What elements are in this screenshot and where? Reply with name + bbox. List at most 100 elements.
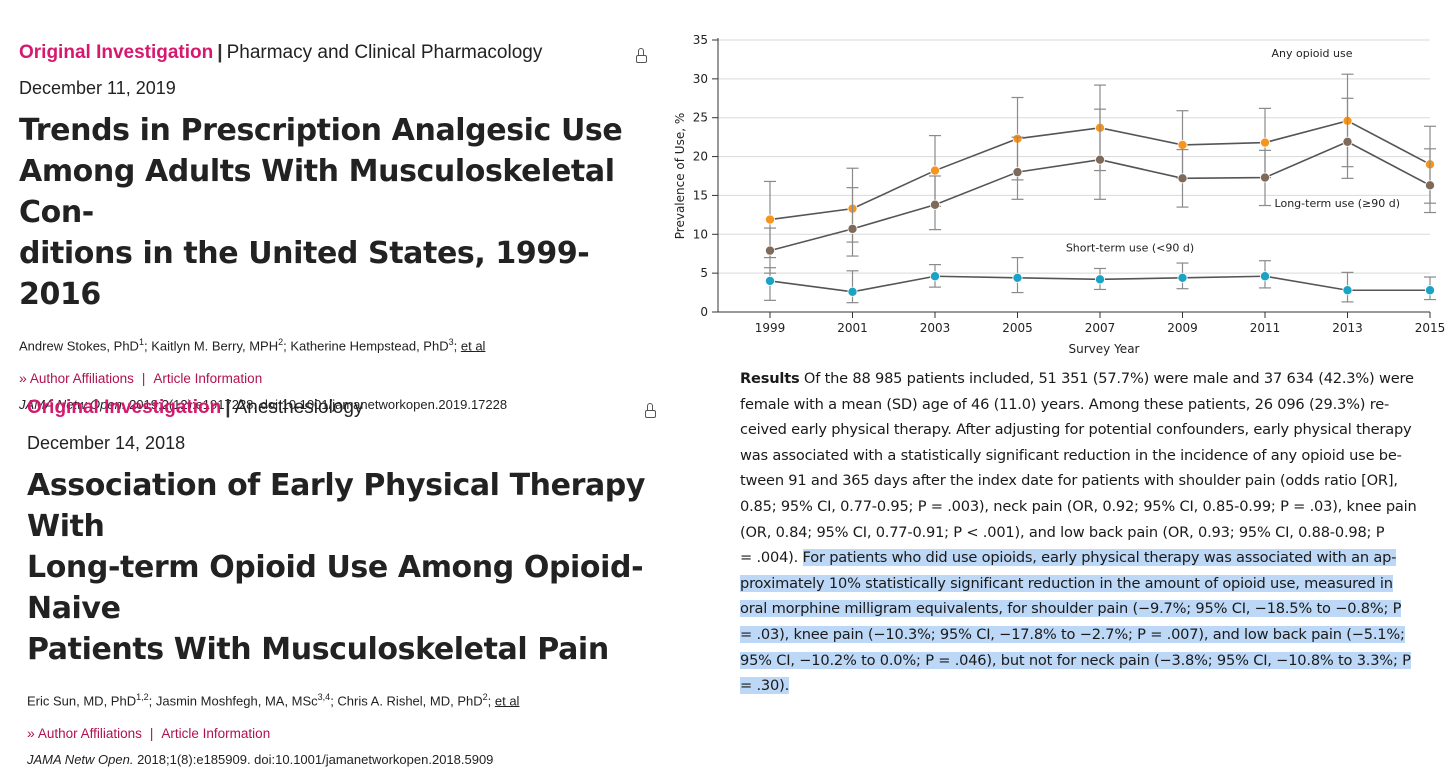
data-point bbox=[1260, 137, 1271, 148]
y-tick-label: 15 bbox=[693, 188, 708, 202]
data-point bbox=[765, 214, 776, 225]
article-date: December 14, 2018 bbox=[27, 433, 186, 453]
y-tick-label: 10 bbox=[693, 227, 708, 241]
selected-text[interactable]: = .03), knee pain (−10.3%; 95% CI, −17.8… bbox=[740, 625, 1405, 643]
article-information-link[interactable]: Article Information bbox=[153, 371, 263, 387]
article-title-line: Patients With Musculoskeletal Pain bbox=[27, 632, 609, 667]
link-separator: | bbox=[149, 726, 154, 742]
x-tick-label: 2015 bbox=[1415, 321, 1446, 335]
results-line: = .004). For patients who did use opioid… bbox=[740, 545, 1396, 571]
selected-text[interactable]: For patients who did use opioids, early … bbox=[802, 549, 1397, 567]
article-links: » Author Affiliations | Article Informatio… bbox=[19, 369, 669, 388]
citation-doi: 2019;2(12):e1917228. doi:10.1001/jamanet… bbox=[129, 397, 508, 413]
et-al-link[interactable]: et al bbox=[494, 693, 520, 709]
x-tick-label: 2013 bbox=[1332, 321, 1363, 335]
results-line: = .03), knee pain (−10.3%; 95% CI, −17.8… bbox=[740, 622, 1405, 648]
selected-text[interactable]: = .30). bbox=[740, 677, 790, 695]
results-line: Results Of the 88 985 patients included,… bbox=[740, 366, 1414, 392]
results-line: 95% CI, −10.2% to 0.0%; P = .046), but n… bbox=[740, 648, 1411, 674]
results-heading: Results bbox=[740, 370, 800, 387]
x-tick-label: 1999 bbox=[755, 321, 786, 335]
citation-doi: 2018;1(8):e185909. doi:10.1001/jamanetwo… bbox=[137, 752, 494, 768]
unlocked-lock-icon bbox=[645, 401, 656, 421]
results-line: tween 91 and 365 days after the index da… bbox=[740, 472, 1398, 490]
results-line: (OR, 0.84; 95% CI, 0.77-0.91; P < .001),… bbox=[740, 523, 1385, 541]
author-list: Andrew Stokes, PhD1; Kaitlyn M. Berry, M… bbox=[19, 337, 486, 354]
results-text: = .004). bbox=[740, 549, 803, 567]
article-links: » Author Affiliations | Article Informatio… bbox=[27, 724, 677, 743]
results-paragraph: Results Of the 88 985 patients included,… bbox=[740, 366, 1417, 699]
author-affiliation-sup: 3 bbox=[448, 337, 454, 347]
x-tick-label: 2009 bbox=[1167, 321, 1198, 335]
data-point bbox=[1012, 272, 1023, 283]
article-type-link[interactable]: Original Investigation bbox=[19, 42, 214, 63]
author-name[interactable]: Andrew Stokes, PhD bbox=[19, 338, 139, 354]
author-affiliation-sup: 1 bbox=[138, 337, 144, 347]
article-title-line: Long-term Opioid Use Among Opioid-Naive bbox=[27, 550, 644, 626]
results-line: female with a mean (SD) age of 46 (11.0)… bbox=[740, 395, 1390, 413]
article-kicker: Original Investigation | Pharmacy and Clin… bbox=[19, 40, 669, 66]
author-name[interactable]: Eric Sun, MD, PhD bbox=[27, 693, 137, 709]
citation: JAMA Netw Open. 2019;2(12):e1917228. doi… bbox=[19, 396, 669, 414]
article-subject: Pharmacy and Clinical Pharmacology bbox=[226, 42, 543, 63]
kicker-separator: | bbox=[217, 42, 223, 63]
data-point bbox=[929, 271, 940, 282]
data-point bbox=[765, 245, 776, 256]
data-point bbox=[1425, 180, 1436, 191]
author-list: Eric Sun, MD, PhD1,2; Jasmin Moshfegh, M… bbox=[27, 692, 520, 709]
data-point bbox=[929, 199, 940, 210]
x-tick-label: 2001 bbox=[837, 321, 868, 335]
selected-text[interactable]: oral morphine milligram equivalents, for… bbox=[740, 600, 1402, 618]
article-information-link[interactable]: Article Information bbox=[161, 726, 271, 742]
data-point bbox=[1177, 139, 1188, 150]
series-label: Any opioid use bbox=[1271, 47, 1352, 60]
x-tick-label: 2003 bbox=[920, 321, 951, 335]
data-point bbox=[929, 165, 940, 176]
x-tick-label: 2011 bbox=[1250, 321, 1281, 335]
kicker-separator: | bbox=[225, 397, 231, 418]
et-al-link[interactable]: et al bbox=[460, 338, 486, 354]
double-chevron-right-icon: » bbox=[19, 370, 27, 387]
results-line: oral morphine milligram equivalents, for… bbox=[740, 596, 1401, 622]
article-title[interactable]: Trends in Prescription Analgesic Use Amo… bbox=[19, 110, 669, 315]
author-affiliation-sup: 2 bbox=[278, 337, 284, 347]
results-line: = .30). bbox=[740, 673, 1380, 699]
author-name[interactable]: Jasmin Moshfegh, MA, MSc bbox=[155, 693, 318, 709]
article-title-line: Trends in Prescription Analgesic Use bbox=[19, 113, 623, 148]
selected-text[interactable]: proximately 10% statistically significan… bbox=[740, 574, 1393, 592]
author-affiliation-sup: 3,4 bbox=[317, 692, 331, 702]
results-line: proximately 10% statistically significan… bbox=[740, 571, 1393, 597]
y-axis-label: Prevalence of Use, % bbox=[673, 113, 687, 239]
y-tick-label: 35 bbox=[693, 33, 708, 47]
selected-text[interactable]: 95% CI, −10.2% to 0.0%; P = .046), but n… bbox=[740, 651, 1411, 669]
author-affiliations-link[interactable]: Author Affiliations bbox=[29, 371, 134, 387]
y-tick-label: 0 bbox=[700, 305, 708, 319]
results-line: 0.85; 95% CI, 0.77-0.95; P = .003), neck… bbox=[740, 497, 1417, 515]
article-type-link[interactable]: Original Investigation bbox=[27, 397, 222, 418]
article-title[interactable]: Association of Early Physical Therapy Wi… bbox=[27, 465, 677, 670]
series-label: Short-term use (<90 d) bbox=[1066, 241, 1194, 254]
series-label: Long-term use (≥90 d) bbox=[1275, 197, 1400, 210]
author-affiliation-sup: 1,2 bbox=[136, 692, 149, 702]
article-title-line: Association of Early Physical Therapy Wi… bbox=[27, 468, 646, 544]
article-kicker: Original Investigation | Anesthesiology bbox=[27, 395, 677, 421]
y-tick-label: 25 bbox=[693, 111, 708, 125]
results-text: Of the 88 985 patients included, 51 351 … bbox=[799, 370, 1414, 387]
author-affiliations-link[interactable]: Author Affiliations bbox=[37, 726, 142, 742]
data-point bbox=[1177, 272, 1188, 283]
link-separator: | bbox=[141, 371, 146, 387]
citation: JAMA Netw Open. 2018;1(8):e185909. doi:1… bbox=[27, 751, 677, 769]
article-card-1: Original Investigation | Pharmacy and Clin… bbox=[19, 40, 669, 414]
author-name[interactable]: Kaitlyn M. Berry, MPH bbox=[151, 338, 279, 354]
journal-abbrev: JAMA Netw Open. bbox=[19, 397, 126, 413]
article-title-line: ditions in the United States, 1999-2016 bbox=[19, 236, 590, 312]
data-point bbox=[1094, 154, 1105, 165]
results-line: was associated with a statistically sign… bbox=[740, 446, 1402, 464]
prevalence-line-chart: 0 5 10 15 20 25 30 35 1999 2001 2003 2005 2007 2009 20… bbox=[673, 33, 1446, 356]
article-subject: Anesthesiology bbox=[234, 397, 364, 418]
author-name[interactable]: Katherine Hempstead, PhD bbox=[290, 338, 449, 354]
author-name[interactable]: Chris A. Rishel, MD, PhD bbox=[337, 693, 483, 709]
data-point bbox=[847, 286, 858, 297]
data-point bbox=[1012, 167, 1023, 178]
results-line: ceived early physical therapy. After adj… bbox=[740, 421, 1412, 439]
